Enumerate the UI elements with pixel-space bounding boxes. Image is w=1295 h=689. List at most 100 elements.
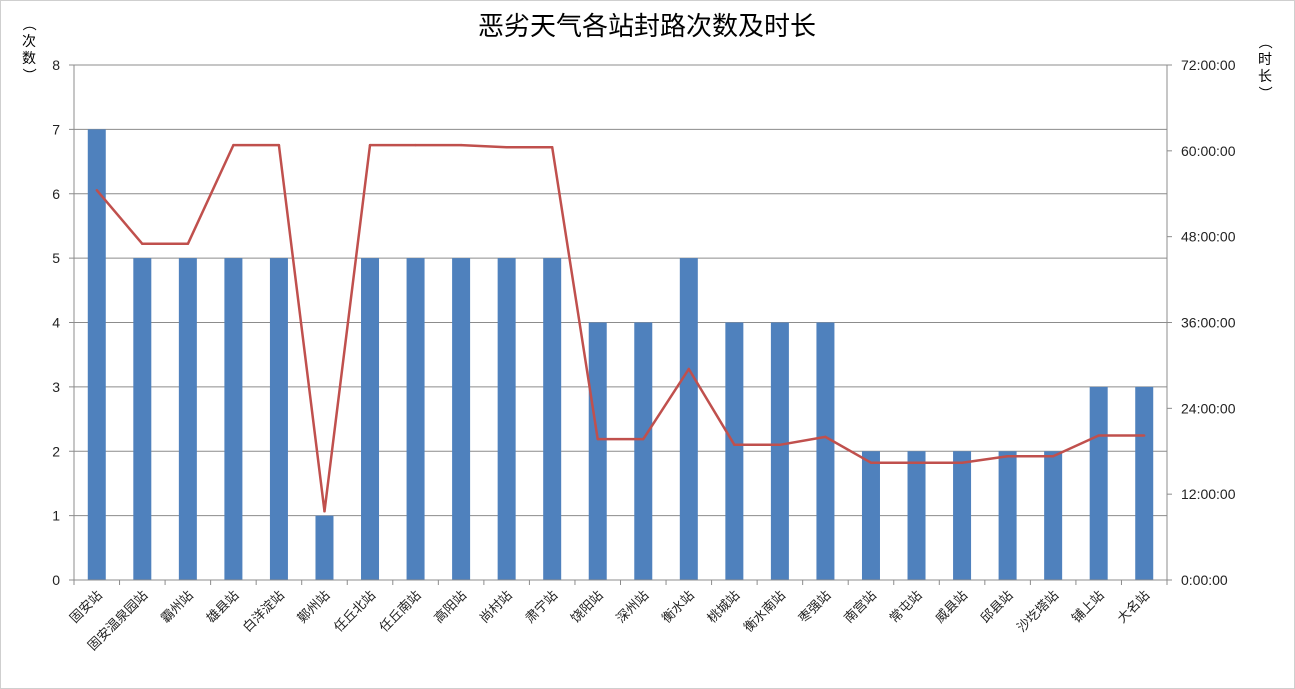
- bar: [679, 258, 698, 580]
- y2-tick-label: 48:00:00: [1181, 229, 1236, 245]
- x-category-label: 沙圪塔站: [1015, 588, 1062, 635]
- y-tick-label: 2: [52, 443, 60, 459]
- x-category-label: 尚村站: [477, 588, 515, 626]
- bar: [452, 258, 471, 580]
- bar: [588, 322, 607, 580]
- x-category-label: 邱县站: [978, 588, 1016, 626]
- y-tick-label: 1: [52, 508, 60, 524]
- line-point: [323, 510, 326, 513]
- bar: [178, 258, 197, 580]
- y-tick-label: 4: [52, 315, 60, 331]
- x-category-label: 任丘北站: [331, 588, 378, 635]
- x-category-label: 肃宁站: [522, 588, 561, 627]
- line-point: [277, 143, 281, 147]
- y2-tick-label: 72:00:00: [1181, 57, 1236, 73]
- bar: [634, 322, 653, 580]
- line-point: [687, 367, 691, 371]
- axis-title-char: 次: [22, 34, 36, 50]
- x-category-label: 衡水南站: [741, 588, 789, 636]
- y-tick-label: 7: [52, 121, 60, 137]
- bar: [543, 258, 562, 580]
- bar: [406, 258, 425, 580]
- gridlines: [74, 64, 1167, 581]
- bar: [497, 258, 516, 580]
- line-point: [1143, 434, 1146, 437]
- bar: [861, 451, 880, 580]
- x-category-label: 桃城站: [705, 588, 743, 626]
- line-point: [232, 143, 235, 147]
- y-tick-label: 5: [52, 250, 60, 266]
- bar: [361, 258, 380, 580]
- x-category-label: 深州站: [614, 588, 652, 626]
- axis-title-char: ）: [20, 68, 36, 82]
- line-point: [186, 242, 190, 246]
- bar: [1135, 386, 1154, 580]
- bar-series: [87, 129, 1154, 580]
- x-category-label: 大名站: [1114, 588, 1153, 627]
- bar: [224, 258, 243, 580]
- axis-title-char: 时: [1258, 52, 1272, 68]
- line-series: [95, 143, 1146, 513]
- x-category-label: 白洋淀站: [240, 588, 288, 636]
- y-tick-label: 8: [52, 57, 60, 73]
- axis-title-char: （: [20, 17, 36, 31]
- line-point: [642, 437, 645, 441]
- axis-title-char: （: [1256, 35, 1272, 49]
- line-point: [869, 461, 873, 464]
- y2-tick-label: 0:00:00: [1181, 572, 1228, 588]
- x-category-label: 饶阳站: [568, 588, 606, 626]
- line-point: [1051, 455, 1055, 458]
- bar: [998, 451, 1017, 580]
- line-point: [960, 461, 964, 464]
- y-tick-label: 0: [52, 572, 60, 588]
- line-point: [778, 443, 782, 447]
- line-point: [141, 242, 144, 246]
- axis-title-char: 数: [22, 51, 36, 67]
- y2-axis-title: （ 时长）: [1256, 35, 1272, 100]
- x-category-label: 固安站: [67, 588, 105, 626]
- bar: [269, 258, 288, 580]
- duration-line: [95, 143, 1145, 513]
- chart-title: 恶劣天气各站封路次数及时长: [478, 12, 816, 42]
- x-category-label: 威县站: [933, 588, 971, 626]
- y2-tick-label: 60:00:00: [1181, 143, 1236, 159]
- bar: [315, 515, 334, 580]
- bar: [725, 322, 744, 580]
- line-point: [1006, 455, 1009, 458]
- line-point: [368, 143, 372, 147]
- y-axis-title: （ 次数）: [20, 17, 36, 82]
- bar: [770, 322, 789, 580]
- x-category-label: 衡水站: [659, 588, 697, 626]
- axes: [69, 64, 1172, 585]
- x-category-label: 雄县站: [204, 588, 242, 626]
- x-category-label: 南宫站: [841, 588, 880, 627]
- x-axis-categories: 固安站固安温泉园站 霸州站 雄县站白洋淀站 鄚州站任丘北站任丘南站 高阳站 尚村站 肃宁站饶…: [67, 588, 1153, 654]
- line-point: [915, 461, 918, 464]
- bar: [87, 129, 106, 580]
- y-tick-label: 6: [52, 186, 60, 202]
- bar: [953, 451, 972, 580]
- axis-title-char: 长: [1258, 69, 1272, 85]
- line-point: [505, 146, 508, 149]
- x-category-label: 枣强站: [796, 588, 834, 626]
- y-axis-ticks: 0 1 2 3 4 5 6 7 8: [52, 57, 60, 588]
- x-category-label: 铺上站: [1069, 588, 1107, 626]
- y2-axis-ticks: 0:00:00 12:00:00 24:00:00 36:00:00 48:00:00 6…: [1181, 57, 1236, 588]
- x-category-label: 鄚州站: [295, 588, 333, 626]
- line-point: [824, 435, 827, 439]
- line-point: [550, 146, 554, 149]
- line-point: [414, 143, 417, 147]
- bar: [907, 451, 926, 580]
- bar: [816, 322, 835, 580]
- x-category-label: 常屯站: [887, 588, 925, 626]
- line-point: [596, 437, 599, 441]
- x-category-label: 霸州站: [158, 588, 196, 626]
- y2-tick-label: 12:00:00: [1181, 486, 1236, 502]
- y-tick-label: 3: [52, 379, 60, 395]
- y2-tick-label: 24:00:00: [1181, 400, 1236, 416]
- bar: [133, 258, 152, 580]
- line-point: [1097, 434, 1100, 437]
- x-category-label: 高阳站: [431, 588, 470, 627]
